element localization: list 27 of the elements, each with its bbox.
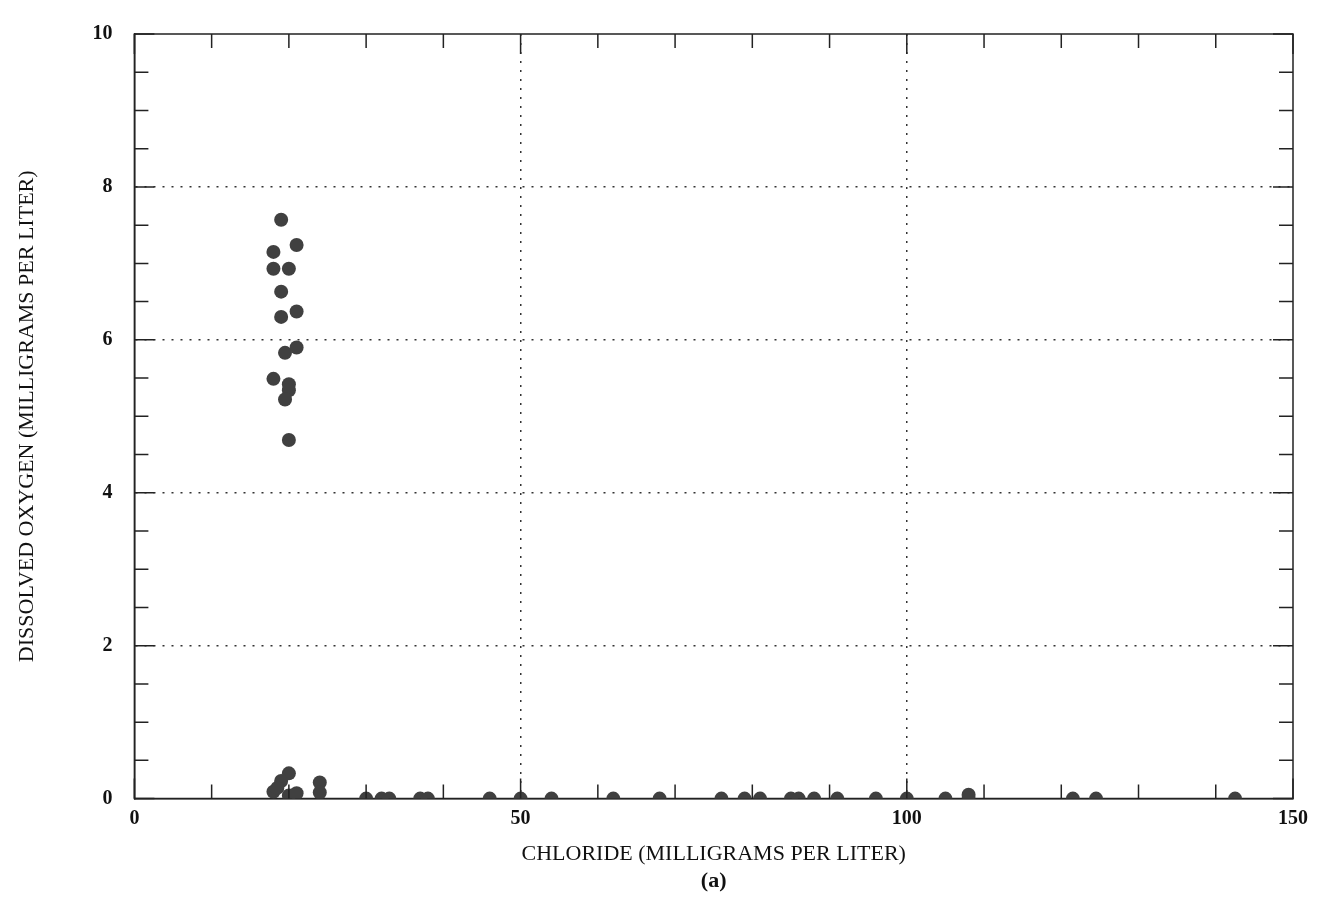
point <box>266 261 281 276</box>
point <box>278 345 293 360</box>
text: (a) <box>700 867 727 893</box>
x-axis-title: CHLORIDE (MILLIGRAMS PER LITER) <box>521 839 906 865</box>
point <box>266 244 281 259</box>
y-tick-label: 10 <box>92 21 113 44</box>
point <box>274 212 289 227</box>
point <box>278 392 293 407</box>
point <box>289 340 304 355</box>
point <box>289 238 304 253</box>
point <box>289 304 304 319</box>
y-tick-label: 6 <box>102 327 113 350</box>
x-tick-label: 50 <box>510 805 531 828</box>
y-axis-title: DISSOLVED OXYGEN (MILLIGRAMS PER LITER) <box>12 170 38 663</box>
point <box>274 284 289 299</box>
y-tick-label: 4 <box>102 479 113 502</box>
x-tick-label: 0 <box>129 805 140 828</box>
point <box>274 309 289 324</box>
y-tick-label: 0 <box>102 785 113 808</box>
point <box>281 261 296 276</box>
x-tick-label: 100 <box>891 805 922 828</box>
point <box>961 787 976 799</box>
point <box>281 433 296 447</box>
x-tick-label: 150 <box>1278 805 1308 828</box>
point <box>266 371 281 386</box>
y-tick-label: 8 <box>102 174 113 197</box>
y-tick-label: 2 <box>102 632 113 655</box>
